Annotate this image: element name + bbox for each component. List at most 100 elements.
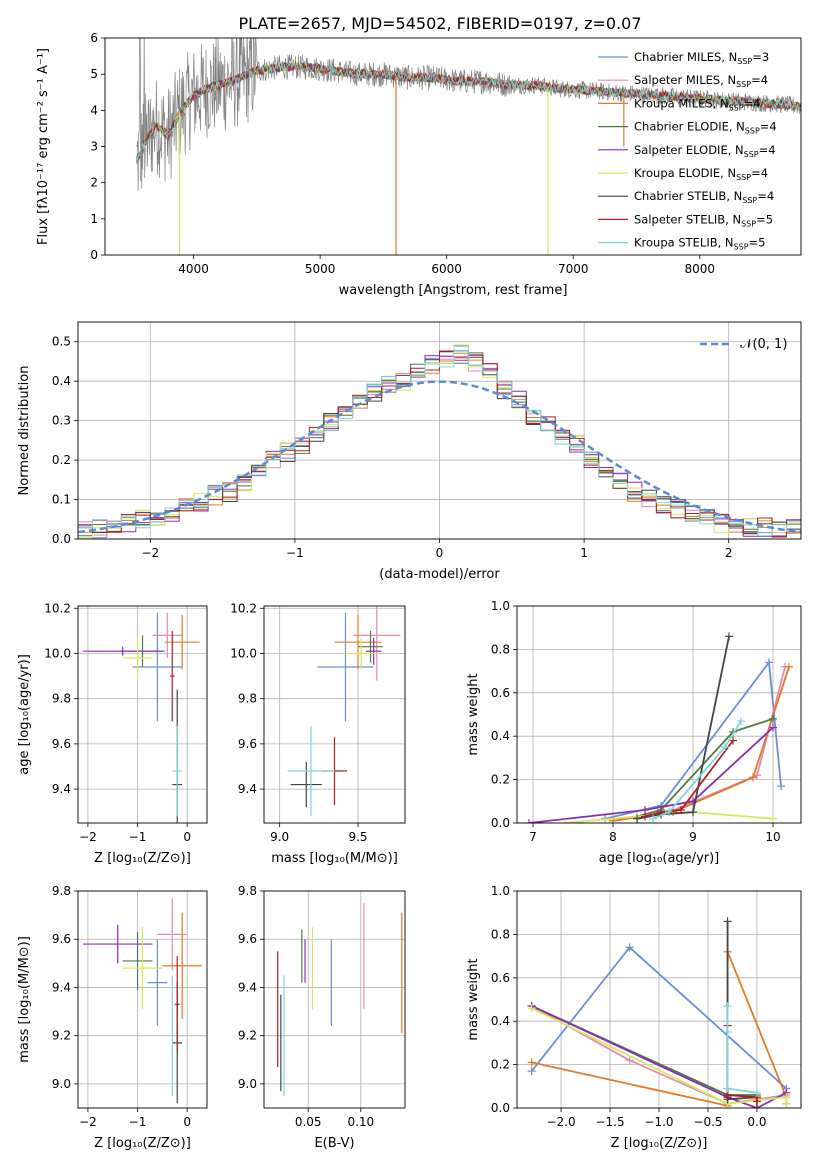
legend-label: Chabrier MILES, NSSP=3 xyxy=(634,50,769,66)
y-tick-label: 9.0 xyxy=(52,1077,71,1091)
x-axis-label: E(B-V) xyxy=(314,1136,354,1151)
y-tick-label: 0.4 xyxy=(52,374,71,388)
histogram-step xyxy=(78,349,801,537)
y-tick-label: 9.4 xyxy=(52,980,71,994)
legend-label-count: =4 xyxy=(751,166,768,180)
legend-label-subscript: SSP xyxy=(729,103,744,112)
gaussian-curve xyxy=(78,380,801,534)
panel-spectrum: 4000 5000 6000 7000 8000 0 1 2 3 4 5 6 wavelength [A… xyxy=(36,31,802,298)
y-tick-label: 0.3 xyxy=(52,414,71,428)
legend-label-subscript: SSP xyxy=(741,219,756,228)
axes-frame xyxy=(263,605,406,824)
y-tick-label: 0.0 xyxy=(491,816,510,830)
y-tick-label: 9.6 xyxy=(238,932,257,946)
x-tick-label: −1 xyxy=(129,830,147,844)
y-axis-label: Normed distribution xyxy=(17,366,32,496)
x-tick-label: 4000 xyxy=(178,262,209,276)
x-axis-label: age [log₁₀(age/yr)] xyxy=(599,851,720,866)
histogram-step xyxy=(78,350,801,538)
x-axis-label: Z [log₁₀(Z/Z⊙)] xyxy=(611,1136,708,1151)
legend-label-subscript: SSP xyxy=(745,127,760,136)
y-tick-label: 9.2 xyxy=(52,1029,71,1043)
legend-label-text: Salpeter ELODIE, N xyxy=(634,143,744,157)
axes-frame xyxy=(77,605,208,824)
y-tick-label: 9.4 xyxy=(238,782,257,796)
legend-label: Salpeter ELODIE, NSSP=4 xyxy=(634,143,776,159)
x-tick-label: 0.05 xyxy=(295,1115,322,1129)
x-tick-label: 9 xyxy=(689,830,697,844)
x-tick-label: −1 xyxy=(286,546,304,560)
y-tick-label: 1.0 xyxy=(491,599,510,613)
legend-label-text: Kroupa STELIB, N xyxy=(634,236,734,250)
x-tick-label: 0 xyxy=(183,1115,191,1129)
x-tick-label: 7000 xyxy=(558,262,589,276)
mass-weight-line xyxy=(528,726,774,823)
y-tick-label: 2 xyxy=(90,176,98,190)
x-tick-label: 0 xyxy=(436,546,444,560)
y-tick-label: 0.0 xyxy=(491,1101,510,1115)
model-spectrum xyxy=(136,62,801,159)
y-tick-label: 0.6 xyxy=(491,971,510,985)
y-tick-label: 3 xyxy=(90,140,98,154)
legend-label: Chabrier STELIB, NSSP=4 xyxy=(634,189,774,205)
x-tick-label: 1 xyxy=(580,546,588,560)
legend-label-text: Chabrier STELIB, N xyxy=(634,189,742,203)
y-tick-label: 0.2 xyxy=(52,453,71,467)
x-tick-label: −2 xyxy=(79,830,97,844)
x-axis-label: (data-model)/error xyxy=(379,567,500,582)
legend-label: Kroupa STELIB, NSSP=5 xyxy=(634,236,765,252)
y-axis-label: mass [log₁₀(M/M⊙)] xyxy=(17,936,32,1063)
plot-area xyxy=(136,38,801,255)
y-tick-label: 9.2 xyxy=(238,1029,257,1043)
x-tick-label: 10 xyxy=(765,830,780,844)
legend-label-count: =4 xyxy=(757,189,774,203)
y-tick-label: 0.4 xyxy=(491,729,510,743)
y-tick-label: 0 xyxy=(90,248,98,262)
mass-weight-line xyxy=(612,666,790,822)
x-tick-label: 6000 xyxy=(431,262,462,276)
y-tick-label: 0.0 xyxy=(52,532,71,546)
x-axis-label: Z [log₁₀(Z/Z⊙)] xyxy=(94,1136,191,1151)
x-tick-label: −2.0 xyxy=(546,1115,575,1129)
panel-mass_vs_Z: −2 −1 0 9.0 9.2 9.4 9.6 9.8 Z [log₁₀(Z/Z⊙)] mass … xyxy=(17,884,208,1151)
y-tick-label: 0.8 xyxy=(491,642,510,656)
x-tick-label: 9.5 xyxy=(348,830,367,844)
axes-frame xyxy=(516,605,802,824)
y-tick-label: 0.2 xyxy=(491,773,510,787)
legend-label-text: Salpeter STELIB, N xyxy=(634,212,741,226)
model-spectrum xyxy=(136,62,801,161)
x-axis-label: wavelength [Angstrom, rest frame] xyxy=(339,283,568,298)
axes-frame xyxy=(77,321,802,540)
legend-label: Salpeter MILES, NSSP=4 xyxy=(634,73,768,89)
gaussian-legend-label: 𝒩(0, 1) xyxy=(740,337,787,352)
x-tick-label: −1.0 xyxy=(644,1115,673,1129)
mass-weight-line xyxy=(726,921,757,1101)
x-tick-label: −1 xyxy=(129,1115,147,1129)
legend-label-count: =3 xyxy=(752,50,769,64)
plot-area xyxy=(277,903,403,1096)
legend-label-text: Kroupa ELODIE, N xyxy=(634,166,736,180)
mass-weight-line xyxy=(652,720,742,820)
y-axis-label: mass weight xyxy=(466,673,481,755)
plot-area xyxy=(527,917,791,1108)
legend-label: Salpeter STELIB, NSSP=5 xyxy=(634,212,773,228)
y-tick-label: 4 xyxy=(90,103,98,117)
y-tick-label: 1.0 xyxy=(491,884,510,898)
axes-frame xyxy=(104,37,802,256)
y-axis-label: age [log₁₀(age/yr)] xyxy=(17,654,32,775)
panel-age_vs_Z: −2 −1 0 9.4 9.6 9.8 10.0 10.2 Z [log₁₀(Z/Z⊙)] age… xyxy=(17,601,208,866)
y-tick-label: 10.2 xyxy=(230,601,257,615)
legend-label-text: Salpeter MILES, N xyxy=(634,73,736,87)
y-tick-label: 9.0 xyxy=(238,1077,257,1091)
legend-label-text: Chabrier ELODIE, N xyxy=(634,120,745,134)
model-spectrum xyxy=(136,61,801,162)
panel-mass_weight_vs_Z: −2.0 −1.5 −1.0 −0.5 0.0 0.0 0.2 0.4 0.6 0.8 1.0 Z [… xyxy=(466,884,802,1151)
legend-label-count: =5 xyxy=(749,236,766,250)
legend-label-count: =4 xyxy=(759,143,776,157)
plot-area xyxy=(82,612,200,823)
legend-label-subscript: SSP xyxy=(737,57,752,66)
legend-label-subscript: SSP xyxy=(734,243,749,252)
x-axis-label: mass [log₁₀(M/M⊙)] xyxy=(271,851,398,866)
y-tick-label: 1 xyxy=(90,212,98,226)
